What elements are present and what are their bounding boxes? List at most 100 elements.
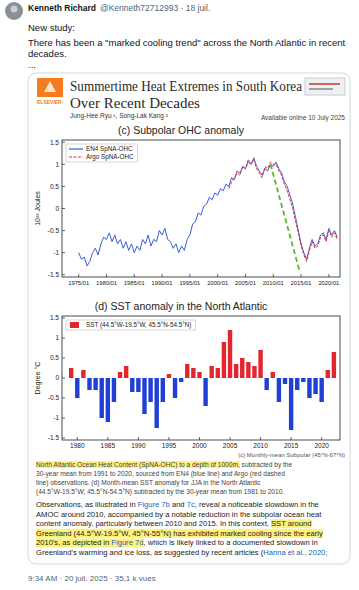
bar — [203, 378, 207, 406]
tick-label: 1980 — [70, 442, 85, 449]
tick-label: -1.5 — [48, 271, 60, 278]
body-line: Greenland's warming and ice loss, as sug… — [36, 548, 327, 557]
bar — [161, 378, 165, 402]
highlight — [111, 538, 143, 547]
text-run: line) observations. (d) Month-mean SST a… — [36, 479, 261, 487]
figure-note: (c) Monthly-mean Subpolar (45°N-67°N) — [238, 452, 345, 458]
tick-label: 1990/01 — [152, 280, 173, 286]
tick-label: 0 — [55, 205, 59, 212]
tick-label: 0.5 — [50, 354, 59, 361]
tick — [328, 274, 329, 277]
bar — [136, 378, 140, 392]
text-run: , reveal a noticeable slowdown in the — [195, 500, 319, 509]
tick — [217, 274, 218, 277]
bar — [209, 366, 213, 378]
text-run: North Atlantic Ocean Heat Content (SpNA-… — [36, 461, 240, 469]
plot-frame — [62, 140, 340, 277]
author: Kenneth Richard — [28, 3, 96, 13]
authors: Jung-Hee Ryu ¹, Song-Lak Kang ² — [70, 112, 169, 120]
legend-swatch — [70, 322, 79, 328]
tick — [62, 378, 65, 379]
tick — [260, 437, 261, 440]
bar — [283, 378, 287, 384]
body-line: Observations, as illustrated in Figure 7… — [36, 500, 319, 509]
image-frame — [28, 73, 350, 564]
tick — [78, 274, 79, 277]
tick-label: -1 — [53, 249, 59, 256]
legend-swatch — [69, 156, 83, 157]
tick-label: 1.5 — [50, 314, 59, 321]
page: Kenneth Richard@Kenneth72712993 · 18 jui… — [0, 0, 359, 590]
body-line: content anomaly, particularly between 20… — [36, 519, 311, 528]
tick — [134, 274, 135, 277]
tick — [245, 274, 246, 277]
tick-label: 2015 — [284, 442, 299, 449]
legend: EN4 SpNA-OHCArgo SpNA-OHC — [66, 144, 138, 162]
bar — [301, 378, 305, 382]
bar — [295, 378, 299, 390]
tick-label: 1980/01 — [96, 280, 117, 286]
tick-label: 1985/01 — [124, 280, 145, 286]
legend-label: Argo SpNA-OHC — [86, 153, 134, 161]
tick-label: 2015/01 — [291, 280, 312, 286]
legend-label: SST (44.5°W-19.5°W, 45.5°N-54.5°N) — [86, 321, 191, 329]
tick-label: 1.5 — [50, 139, 59, 146]
tick — [321, 437, 322, 440]
tick-label: 1985 — [101, 442, 116, 449]
caption-line: 30-year mean from 1991 to 2020, sourced … — [36, 470, 285, 478]
tick — [106, 274, 107, 277]
tick-label: 0 — [55, 374, 59, 381]
tick-label: 1995 — [162, 442, 177, 449]
tick-label: 1 — [55, 334, 59, 341]
plot-frame — [62, 316, 340, 440]
tick-label: 2020/01 — [318, 280, 339, 286]
tick — [273, 274, 274, 277]
highlight — [36, 529, 323, 538]
tick-label: 1975/01 — [68, 280, 89, 286]
tick — [291, 437, 292, 440]
bar — [130, 378, 134, 392]
text-run: Greenland's warming and ice loss, as sug… — [36, 548, 264, 557]
tick-label: 2000 — [192, 442, 207, 449]
bar — [326, 370, 330, 378]
available-online: Available online 10 July 2025 — [261, 114, 345, 122]
text-run: , which is likely linked to a documented… — [143, 538, 317, 547]
body-line: 2010's, as depicted in Figure 7d, which … — [36, 538, 318, 547]
bar — [148, 378, 152, 402]
tick-label: -1.5 — [48, 434, 60, 441]
legend-box — [66, 320, 195, 330]
text-run: (44.5°W-19.5°W; 45.5°N-54.5°N) subtracte… — [36, 488, 284, 496]
text-run: and — [170, 500, 187, 509]
journal-logo-line — [309, 88, 333, 90]
highlight — [271, 519, 311, 528]
publisher-logo-tree — [44, 81, 56, 92]
tick-label: 2000/01 — [207, 280, 228, 286]
legend-swatch — [69, 148, 83, 149]
tick — [62, 142, 65, 143]
tick-label: 1 — [55, 161, 59, 168]
axis-label: Degree °C — [34, 362, 42, 395]
bar — [118, 372, 122, 378]
tick-label: 2005 — [223, 442, 238, 449]
bar — [234, 364, 238, 378]
bar — [124, 366, 128, 378]
tick — [62, 230, 65, 231]
bar — [216, 368, 220, 378]
text-run: AMOC around 2010, accompanied by a notab… — [36, 510, 322, 519]
tick — [62, 208, 65, 209]
text-run: SST around — [271, 519, 311, 528]
bar — [100, 378, 104, 418]
legend-label: EN4 SpNA-OHC — [86, 145, 133, 153]
tick — [62, 338, 65, 339]
axis-label: 10²² Joules — [34, 191, 41, 226]
bar — [277, 378, 281, 402]
tick — [62, 318, 65, 319]
tick — [168, 437, 169, 440]
tweet-text: ... — [28, 59, 36, 70]
bar — [222, 342, 226, 378]
bar — [167, 374, 171, 378]
bar — [112, 378, 116, 402]
tick-label: 2005/01 — [235, 280, 256, 286]
bar — [228, 330, 232, 378]
text-run: Figure 7d — [111, 538, 143, 547]
